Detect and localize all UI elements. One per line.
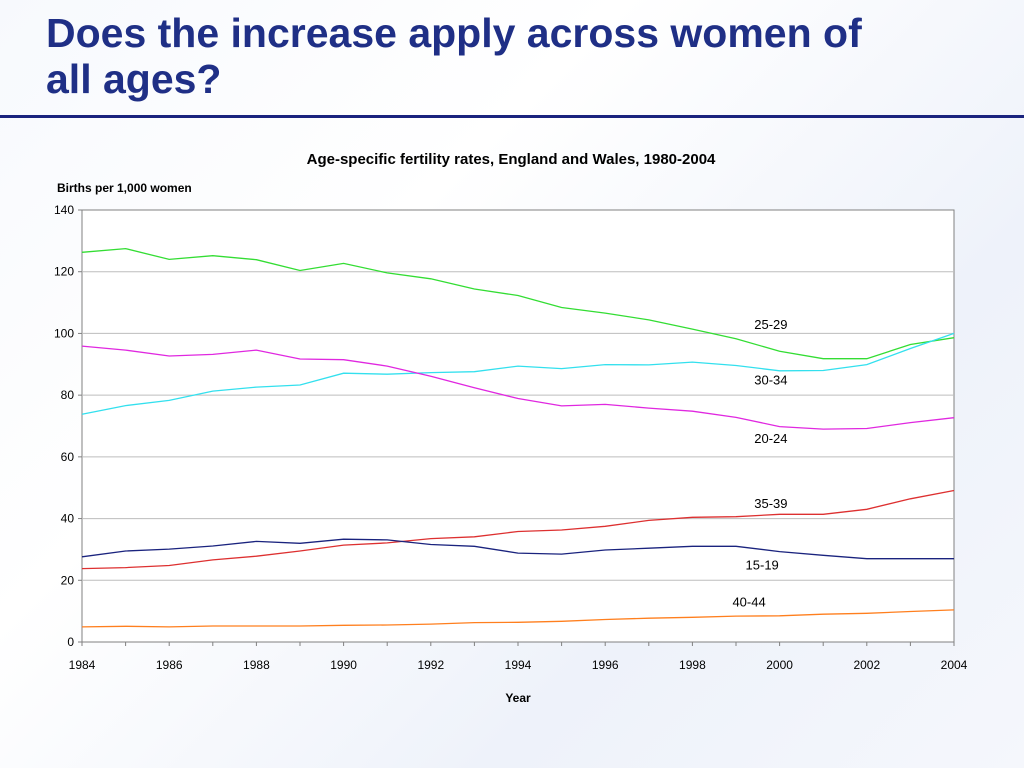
series-label-25-29: 25-29 bbox=[754, 317, 787, 332]
x-tick-label: 1994 bbox=[505, 658, 532, 672]
series-line-20-24 bbox=[81, 345, 955, 430]
series-label-30-34: 30-34 bbox=[754, 372, 787, 387]
x-tick-label: 1996 bbox=[592, 658, 619, 672]
y-tick-label: 120 bbox=[54, 265, 74, 279]
series-line-30-34 bbox=[81, 332, 955, 415]
x-tick-label: 1986 bbox=[156, 658, 183, 672]
x-tick-label: 1984 bbox=[69, 658, 96, 672]
series-labels: 25-29 30-34 20-24 35-39 15-19 40-44 bbox=[732, 317, 787, 610]
y-axis-label: Births per 1,000 women bbox=[57, 181, 192, 195]
slide-title-line1: Does the increase apply across women of bbox=[46, 10, 862, 56]
plot-area bbox=[81, 209, 955, 643]
series-label-15-19: 15-19 bbox=[746, 557, 779, 572]
series-line-15-19 bbox=[81, 538, 954, 560]
slide-title: Does the increase apply across women of … bbox=[46, 10, 1006, 102]
x-tick-label: 1998 bbox=[679, 658, 706, 672]
series-line-35-39 bbox=[81, 489, 955, 570]
axis-ticks: 0 20 40 60 80 100 120 140 1984 1986 1988 1990 1992 19… bbox=[54, 203, 968, 672]
title-rule bbox=[0, 115, 1024, 118]
x-axis-label: Year bbox=[505, 691, 531, 705]
series-label-35-39: 35-39 bbox=[754, 496, 787, 511]
series-line-25-29 bbox=[81, 247, 955, 360]
y-tick-label: 100 bbox=[54, 326, 74, 340]
x-tick-label: 2000 bbox=[766, 658, 793, 672]
series-label-40-44: 40-44 bbox=[732, 595, 765, 610]
y-tick-label: 40 bbox=[61, 512, 75, 526]
y-tick-label: 0 bbox=[67, 635, 74, 649]
x-tick-label: 1988 bbox=[243, 658, 270, 672]
series-lines bbox=[81, 247, 955, 628]
y-tick-label: 20 bbox=[61, 573, 75, 587]
chart-title: Age-specific fertility rates, England an… bbox=[307, 151, 716, 168]
series-label-20-24: 20-24 bbox=[754, 431, 787, 446]
y-tick-label: 60 bbox=[61, 450, 75, 464]
y-tick-label: 80 bbox=[61, 388, 75, 402]
slide-title-line2: all ages? bbox=[46, 56, 222, 102]
x-tick-label: 2004 bbox=[941, 658, 968, 672]
x-tick-label: 2002 bbox=[853, 658, 880, 672]
grid-lines bbox=[82, 271, 954, 581]
y-tick-label: 140 bbox=[54, 203, 74, 217]
series-line-40-44 bbox=[81, 609, 955, 628]
x-tick-label: 1992 bbox=[417, 658, 444, 672]
x-tick-label: 1990 bbox=[330, 658, 357, 672]
